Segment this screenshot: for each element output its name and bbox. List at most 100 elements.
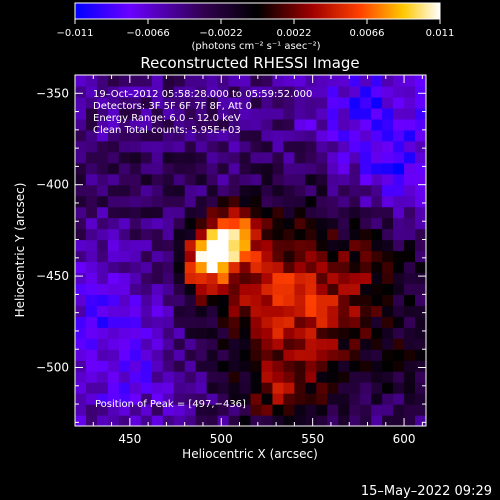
heatmap-cell bbox=[349, 261, 361, 274]
heatmap-cell bbox=[162, 349, 175, 361]
heatmap-cell bbox=[75, 107, 87, 120]
heatmap-cell bbox=[206, 360, 219, 372]
heatmap-cell bbox=[118, 85, 131, 98]
heatmap-cell bbox=[349, 217, 361, 230]
heatmap-cell bbox=[140, 283, 153, 295]
heatmap-cell bbox=[338, 173, 350, 186]
heatmap-cell bbox=[316, 382, 328, 394]
heatmap-cell bbox=[415, 371, 426, 383]
heatmap-cell bbox=[404, 129, 416, 142]
heatmap-cell bbox=[118, 404, 131, 416]
heatmap-cell bbox=[261, 184, 274, 197]
heatmap-cell bbox=[184, 140, 197, 153]
heatmap-cell bbox=[316, 349, 328, 361]
heatmap-cell bbox=[327, 283, 339, 295]
heatmap-cell bbox=[272, 327, 285, 339]
heatmap-cell bbox=[382, 195, 394, 208]
heatmap-cell bbox=[294, 151, 306, 164]
heatmap-cell bbox=[404, 85, 416, 98]
heatmap-cell bbox=[382, 85, 394, 98]
heatmap-cell bbox=[162, 195, 175, 208]
heatmap-cell bbox=[360, 272, 372, 285]
heatmap-cell bbox=[140, 349, 153, 361]
heatmap-cell bbox=[75, 349, 87, 361]
heatmap-cell bbox=[96, 217, 109, 230]
colorbar: −0.011 −0.0066 −0.0022 0.0022 0.0066 0.011 (p… bbox=[56, 2, 454, 52]
heatmap-cell bbox=[272, 140, 285, 153]
heatmap-cell bbox=[75, 327, 87, 339]
heatmap-cell bbox=[360, 151, 372, 164]
heatmap-cell bbox=[129, 415, 142, 426]
heatmap-cell bbox=[118, 327, 131, 339]
heatmap-cell bbox=[404, 151, 416, 164]
heatmap-cell bbox=[415, 173, 426, 186]
heatmap-cell bbox=[206, 327, 219, 339]
heatmap-cell bbox=[96, 261, 109, 274]
heatmap-cell bbox=[250, 250, 263, 263]
heatmap-cell bbox=[129, 239, 142, 252]
heatmap-cell bbox=[228, 217, 241, 230]
heatmap-cell bbox=[206, 118, 219, 131]
heatmap-cell bbox=[217, 382, 230, 394]
heatmap-cell bbox=[371, 272, 383, 285]
heatmap-cell bbox=[129, 327, 142, 339]
heatmap-cell bbox=[195, 239, 208, 252]
heatmap-cell bbox=[75, 371, 87, 383]
heatmap-cell bbox=[129, 338, 142, 350]
heatmap-cell bbox=[415, 140, 426, 153]
heatmap-cell bbox=[382, 393, 394, 405]
heatmap-cell bbox=[195, 404, 208, 416]
heatmap-cell bbox=[217, 140, 230, 153]
heatmap-cell bbox=[140, 217, 153, 230]
heatmap-cell bbox=[250, 75, 263, 87]
heatmap-cell bbox=[261, 206, 274, 219]
heatmap-cell bbox=[184, 338, 197, 350]
heatmap-cell bbox=[118, 217, 131, 230]
heatmap-cell bbox=[96, 151, 109, 164]
heatmap-cell bbox=[96, 294, 109, 306]
heatmap-cell bbox=[294, 382, 306, 394]
heatmap-cell bbox=[96, 283, 109, 295]
time-range-label: 19–Oct–2012 05:58:28.000 to 05:59:52.000 bbox=[93, 89, 312, 100]
heatmap-cell bbox=[305, 382, 317, 394]
heatmap-cell bbox=[162, 294, 175, 306]
heatmap-cell bbox=[327, 96, 339, 109]
heatmap-cell bbox=[96, 371, 109, 383]
heatmap-cell bbox=[206, 272, 219, 285]
heatmap-cell bbox=[393, 217, 405, 230]
heatmap-cell bbox=[118, 151, 131, 164]
heatmap-cell bbox=[217, 96, 230, 109]
heatmap-cell bbox=[129, 96, 142, 109]
heatmap-cell bbox=[360, 85, 372, 98]
heatmap-cell bbox=[371, 129, 383, 142]
heatmap-cell bbox=[129, 294, 142, 306]
heatmap-cell bbox=[305, 184, 317, 197]
heatmap-cell bbox=[283, 75, 295, 87]
heatmap-cell bbox=[393, 107, 405, 120]
heatmap-cell bbox=[173, 151, 186, 164]
heatmap-cell bbox=[75, 173, 87, 186]
heatmap-cell bbox=[118, 349, 131, 361]
heatmap-cell bbox=[349, 283, 361, 295]
heatmap-cell bbox=[294, 283, 306, 295]
heatmap-cell bbox=[228, 294, 241, 306]
heatmap-cell bbox=[107, 75, 120, 87]
heatmap-cell bbox=[173, 206, 186, 219]
heatmap-cell bbox=[151, 349, 164, 361]
heatmap-cell bbox=[151, 360, 164, 372]
heatmap-cell bbox=[382, 327, 394, 339]
heatmap-cell bbox=[283, 283, 295, 295]
heatmap-cell bbox=[305, 305, 317, 317]
heatmap-cell bbox=[294, 305, 306, 317]
heatmap-cell bbox=[85, 217, 98, 230]
heatmap-cell bbox=[283, 305, 295, 317]
heatmap-cell bbox=[360, 129, 372, 142]
heatmap-cell bbox=[239, 393, 252, 405]
heatmap-cell bbox=[338, 360, 350, 372]
heatmap-cell bbox=[184, 96, 197, 109]
chart-title: Reconstructed RHESSI Image bbox=[140, 54, 359, 72]
heatmap-cell bbox=[107, 349, 120, 361]
heatmap-cell bbox=[206, 261, 219, 274]
heatmap-cell bbox=[239, 294, 252, 306]
heatmap-cell bbox=[393, 294, 405, 306]
